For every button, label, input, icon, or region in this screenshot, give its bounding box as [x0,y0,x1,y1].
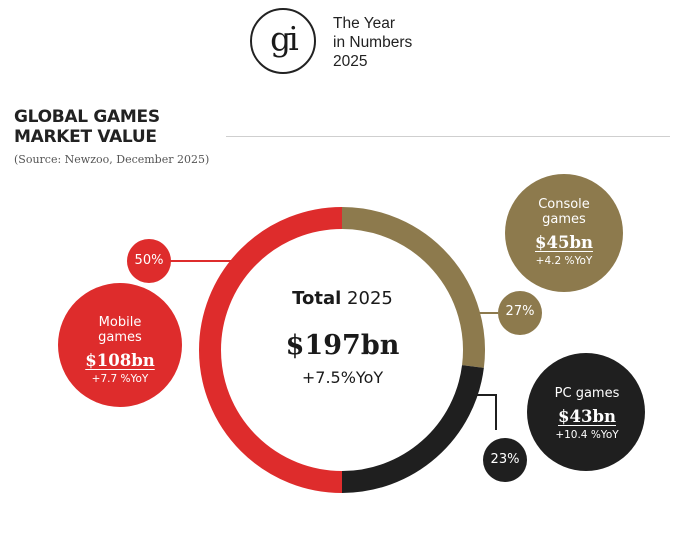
console-value: $45bn [535,233,593,252]
mobile-category-line: Mobile [98,315,142,330]
center-total-label: Total 2025 [260,288,425,309]
header-line: The Year [333,15,396,32]
mobile-value: $108bn [85,351,155,370]
pc-value: $43bn [558,407,616,426]
section-title: GLOBAL GAMES MARKET VALUE [14,107,160,147]
pc-percent-label: 23% [490,452,520,467]
pc-connector-line [472,394,497,430]
gi-logo: gi [250,8,316,74]
center-total-yoy: +7.5%YoY [301,368,384,387]
logo-text: gi [270,18,299,58]
section-title-line: GLOBAL GAMES [14,107,160,127]
header-line: 2025 [333,53,368,70]
mobile-percent-bubble [127,239,171,283]
console-ring-segment [341,207,485,368]
header-title: The Year in Numbers 2025 [333,14,412,71]
mobile-ring-segment [199,207,343,493]
divider-rule [226,136,670,137]
center-total-value: $197bn [285,330,400,361]
source-note: (Source: Newzoo, December 2025) [14,153,210,166]
mobile-bubble-text: Mobile games $108bn +7.7 %YoY [60,315,180,385]
pc-percent-bubble [483,438,527,482]
pc-bubble [527,353,645,471]
pc-bubble-text: PC games $43bn +10.4 %YoY [527,386,647,441]
total-label: Total [292,288,342,309]
pc-category-line: PC games [554,386,620,401]
section-title-line: MARKET VALUE [14,127,157,147]
mobile-percent-label: 50% [134,253,164,268]
console-percent-label: 27% [505,304,535,319]
header-line: in Numbers [333,34,413,51]
console-yoy: +4.2 %YoY [535,255,593,267]
console-category-line: games [542,212,586,227]
total-year: 2025 [347,288,393,309]
console-bubble [505,174,623,292]
console-bubble-text: Console games $45bn +4.2 %YoY [504,197,624,267]
console-category-line: Console [538,197,590,212]
console-percent-bubble [498,291,542,335]
mobile-bubble [58,283,182,407]
pc-ring-segment [341,364,484,493]
mobile-category-line: games [98,330,142,345]
pc-yoy: +10.4 %YoY [555,429,619,441]
mobile-yoy: +7.7 %YoY [91,373,149,385]
